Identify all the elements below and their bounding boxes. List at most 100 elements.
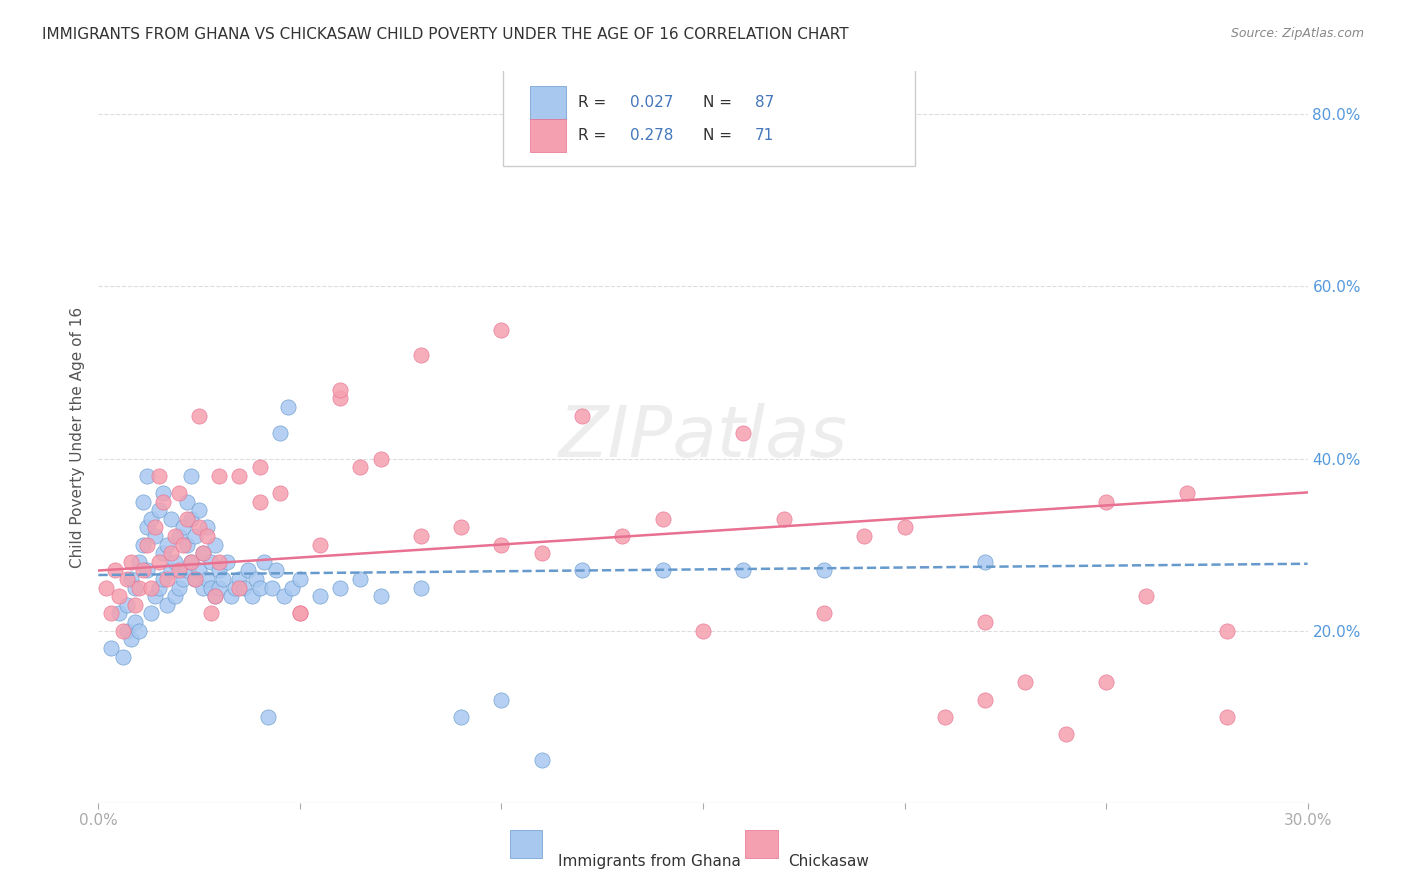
Point xyxy=(733,564,755,578)
Point xyxy=(329,383,352,397)
FancyBboxPatch shape xyxy=(509,830,543,858)
Point xyxy=(139,512,162,526)
Point xyxy=(100,607,122,621)
Point xyxy=(172,520,194,534)
Point xyxy=(107,607,129,621)
Point xyxy=(143,529,166,543)
Point xyxy=(128,581,150,595)
Point xyxy=(156,598,179,612)
Point xyxy=(160,564,183,578)
Point xyxy=(115,598,138,612)
FancyBboxPatch shape xyxy=(745,830,778,858)
Point xyxy=(208,581,231,595)
Point xyxy=(167,486,190,500)
Point xyxy=(103,564,125,578)
Text: 0.278: 0.278 xyxy=(630,128,673,144)
Point xyxy=(152,572,174,586)
Point xyxy=(128,555,150,569)
Point xyxy=(200,581,222,595)
Point xyxy=(135,538,157,552)
Text: Chickasaw: Chickasaw xyxy=(787,854,869,869)
Point xyxy=(132,494,155,508)
Point xyxy=(221,589,243,603)
Text: N =: N = xyxy=(703,128,737,144)
Text: ZIPatlas: ZIPatlas xyxy=(558,402,848,472)
Point xyxy=(1095,494,1118,508)
Point xyxy=(232,581,254,595)
Point xyxy=(329,392,352,406)
Text: 71: 71 xyxy=(755,128,775,144)
Point xyxy=(193,581,215,595)
Point xyxy=(273,589,295,603)
Point xyxy=(288,607,311,621)
Point xyxy=(249,581,271,595)
Point xyxy=(200,555,222,569)
Text: 87: 87 xyxy=(755,95,775,111)
Point xyxy=(180,468,202,483)
Point xyxy=(163,555,186,569)
Point xyxy=(772,512,794,526)
Point xyxy=(974,615,997,629)
Point xyxy=(152,494,174,508)
Point xyxy=(228,468,250,483)
Point xyxy=(152,486,174,500)
Point xyxy=(224,581,246,595)
Point xyxy=(107,589,129,603)
Point xyxy=(217,555,239,569)
Point xyxy=(160,512,183,526)
Point xyxy=(733,425,755,440)
Point xyxy=(176,538,198,552)
Point xyxy=(409,348,432,362)
Point xyxy=(176,512,198,526)
Point xyxy=(249,460,271,475)
Point xyxy=(124,615,146,629)
Point xyxy=(143,589,166,603)
Point xyxy=(167,529,190,543)
Point xyxy=(188,503,211,517)
Point xyxy=(156,538,179,552)
Point xyxy=(491,322,513,336)
Point xyxy=(120,572,142,586)
Y-axis label: Child Poverty Under the Age of 16: Child Poverty Under the Age of 16 xyxy=(69,307,84,567)
Point xyxy=(309,589,332,603)
Point xyxy=(288,607,311,621)
Point xyxy=(813,607,835,621)
FancyBboxPatch shape xyxy=(530,86,567,119)
Point xyxy=(329,581,352,595)
Point xyxy=(256,710,278,724)
Point xyxy=(195,572,218,586)
Point xyxy=(120,632,142,647)
Point xyxy=(228,581,250,595)
Point xyxy=(188,564,211,578)
Point xyxy=(148,555,170,569)
Point xyxy=(853,529,876,543)
Point xyxy=(143,520,166,534)
Point xyxy=(124,598,146,612)
Point xyxy=(1054,727,1077,741)
Point xyxy=(309,538,332,552)
Text: R =: R = xyxy=(578,128,612,144)
Point xyxy=(236,564,259,578)
Point xyxy=(172,572,194,586)
Point xyxy=(212,572,235,586)
Point xyxy=(409,529,432,543)
Point xyxy=(269,486,291,500)
Point xyxy=(260,581,283,595)
Point xyxy=(450,710,472,724)
Point xyxy=(111,649,134,664)
Point xyxy=(128,624,150,638)
Point xyxy=(180,512,202,526)
Point xyxy=(180,555,202,569)
Point xyxy=(208,468,231,483)
Point xyxy=(188,409,211,423)
Point xyxy=(195,520,218,534)
Point xyxy=(184,572,207,586)
Point xyxy=(1216,710,1239,724)
Point xyxy=(530,753,553,767)
Point xyxy=(240,589,263,603)
Point xyxy=(253,555,276,569)
Point xyxy=(148,503,170,517)
Point xyxy=(172,538,194,552)
Point xyxy=(370,451,392,466)
Point xyxy=(264,564,287,578)
